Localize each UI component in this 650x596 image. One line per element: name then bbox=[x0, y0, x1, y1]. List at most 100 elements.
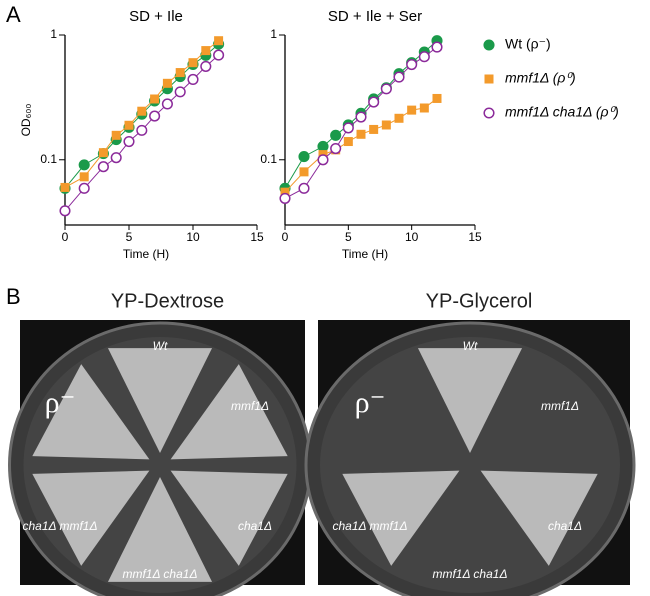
marker bbox=[137, 106, 147, 116]
marker bbox=[59, 205, 71, 217]
chart-title: SD + Ile + Ser bbox=[328, 8, 422, 25]
marker bbox=[149, 110, 161, 122]
marker bbox=[342, 122, 354, 134]
marker bbox=[213, 49, 225, 61]
strain-label: mmf1Δ bbox=[541, 399, 579, 413]
cell-streak bbox=[417, 348, 523, 453]
plate-title: YP-Glycerol bbox=[426, 290, 533, 312]
legend-marker bbox=[483, 39, 495, 51]
panel-label: B bbox=[6, 284, 21, 309]
x-tick-label: 5 bbox=[345, 230, 352, 244]
marker bbox=[394, 113, 404, 123]
marker bbox=[280, 187, 290, 197]
marker bbox=[355, 111, 367, 123]
strain-label: ρ⁻ bbox=[45, 386, 76, 419]
marker bbox=[175, 68, 185, 78]
strain-label: cha1Δ bbox=[238, 519, 272, 533]
strain-label: mmf1Δ cha1Δ bbox=[432, 567, 507, 581]
marker bbox=[393, 71, 405, 83]
strain-label: mmf1Δ cha1Δ bbox=[122, 567, 197, 581]
marker bbox=[162, 78, 172, 88]
marker bbox=[432, 93, 442, 103]
marker bbox=[330, 142, 342, 155]
panel-label: A bbox=[6, 2, 21, 27]
y-tick-label: 1 bbox=[50, 27, 57, 41]
x-tick-label: 0 bbox=[282, 230, 289, 244]
x-axis-label: Time (H) bbox=[342, 247, 388, 261]
marker bbox=[124, 120, 134, 130]
marker bbox=[419, 103, 429, 113]
marker bbox=[431, 41, 443, 53]
cell-streak bbox=[32, 364, 150, 460]
cell-streak bbox=[170, 364, 288, 460]
x-tick-label: 0 bbox=[62, 230, 69, 244]
cell-streak bbox=[480, 470, 598, 566]
marker bbox=[418, 51, 430, 63]
cell-streak bbox=[107, 477, 213, 582]
marker bbox=[298, 151, 310, 163]
marker bbox=[279, 192, 291, 204]
marker bbox=[380, 83, 392, 95]
y-tick-label: 0.1 bbox=[260, 152, 277, 166]
marker bbox=[123, 135, 135, 148]
plate-title: YP-Dextrose bbox=[111, 290, 224, 312]
marker bbox=[60, 182, 70, 192]
marker bbox=[136, 124, 148, 136]
marker bbox=[343, 137, 353, 147]
strain-label: ρ⁻ bbox=[355, 386, 386, 419]
marker bbox=[110, 152, 122, 164]
cell-streak bbox=[342, 470, 460, 566]
y-axis-label: OD₆₀₀ bbox=[19, 104, 33, 137]
marker bbox=[200, 60, 212, 72]
legend-marker bbox=[484, 74, 494, 84]
x-tick-label: 15 bbox=[250, 230, 264, 244]
x-tick-label: 10 bbox=[405, 230, 419, 244]
legend-label: Wt (ρ⁻) bbox=[505, 36, 551, 52]
marker bbox=[201, 46, 211, 56]
marker bbox=[298, 182, 310, 194]
marker bbox=[214, 36, 224, 46]
chart-title: SD + Ile bbox=[129, 8, 183, 25]
marker bbox=[187, 73, 199, 86]
x-tick-label: 5 bbox=[126, 230, 133, 244]
marker bbox=[188, 58, 198, 68]
marker bbox=[381, 120, 391, 130]
marker bbox=[330, 129, 342, 141]
marker bbox=[407, 105, 417, 115]
x-tick-label: 15 bbox=[468, 230, 482, 244]
strain-label: cha1Δ bbox=[548, 519, 582, 533]
marker bbox=[150, 94, 160, 104]
cell-streak bbox=[170, 470, 288, 566]
marker bbox=[174, 86, 186, 98]
legend-label: mmf1Δ cha1Δ (ρ⁰) bbox=[505, 104, 619, 120]
marker bbox=[161, 98, 173, 110]
cell-streak bbox=[32, 470, 150, 566]
marker bbox=[317, 154, 329, 166]
marker bbox=[111, 130, 121, 140]
marker bbox=[356, 129, 366, 139]
x-tick-label: 10 bbox=[186, 230, 200, 244]
charts: 0 5 10 15 0.1 1 SD + Ile Time (H) OD₆₀₀ 0 5 10 15 0.1… bbox=[19, 8, 619, 261]
marker bbox=[369, 124, 379, 134]
y-tick-label: 1 bbox=[270, 27, 277, 41]
legend-label: mmf1Δ (ρ⁰) bbox=[505, 70, 576, 86]
strain-label: cha1Δ mmf1Δ bbox=[332, 519, 407, 533]
marker bbox=[97, 161, 109, 173]
strain-label: Wt bbox=[153, 339, 168, 353]
marker bbox=[98, 148, 108, 158]
marker bbox=[406, 58, 418, 71]
marker bbox=[79, 172, 89, 182]
legend-marker bbox=[483, 107, 495, 119]
y-tick-label: 0.1 bbox=[40, 152, 57, 166]
marker bbox=[78, 182, 90, 194]
cell-streak bbox=[107, 348, 213, 453]
strain-label: cha1Δ mmf1Δ bbox=[22, 519, 97, 533]
strain-label: mmf1Δ bbox=[231, 399, 269, 413]
marker bbox=[368, 96, 380, 108]
plates: YP-Dextrose Wt ρ⁻ mmf1Δ cha1Δ mmf1Δ cha1Δ mmf1… bbox=[8, 290, 636, 596]
x-axis-label: Time (H) bbox=[123, 247, 169, 261]
marker bbox=[78, 159, 90, 171]
strain-label: Wt bbox=[463, 339, 478, 353]
marker bbox=[317, 140, 329, 152]
